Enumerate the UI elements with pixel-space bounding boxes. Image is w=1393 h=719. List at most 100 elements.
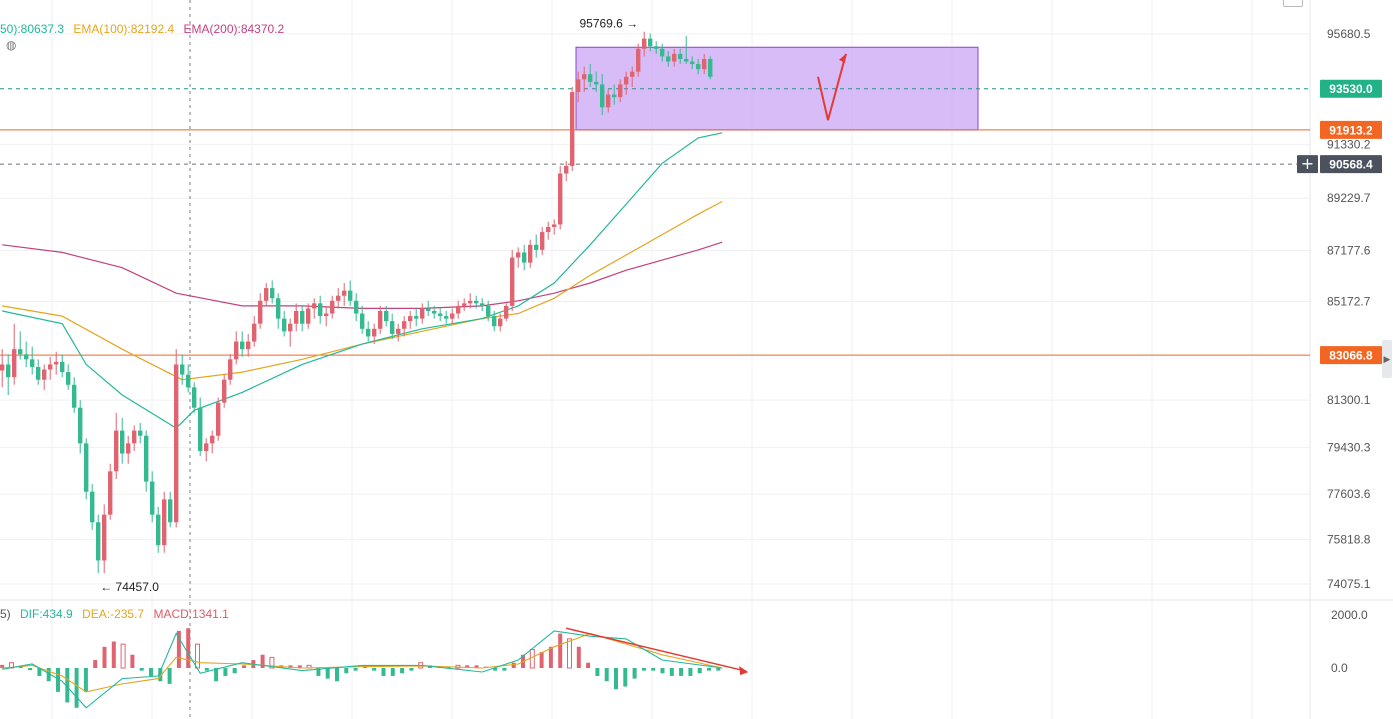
chart-settings-icon[interactable] (1283, 0, 1303, 7)
candle-body (384, 310, 389, 322)
price-tag-resistance-bg (1320, 120, 1382, 139)
candle-body (570, 92, 575, 166)
macd-bar (111, 641, 116, 668)
macd-bar (688, 668, 693, 676)
hide-eye-icon[interactable]: ◍ (6, 38, 17, 52)
candle-body (498, 318, 503, 327)
candle-body (342, 290, 347, 296)
macd-bar (641, 668, 646, 671)
candle-body (144, 435, 149, 482)
ema100-line (2, 200, 723, 381)
macd-dif-legend: DIF:434.9 (20, 607, 73, 621)
price-tag-crosshair: 90568.4 (1329, 158, 1373, 172)
candle-body (432, 310, 437, 314)
candle-body (6, 364, 11, 378)
macd-bar (595, 668, 600, 676)
price-tag-current: 93530.0 (1329, 82, 1373, 96)
macd-bar (37, 668, 42, 676)
candle-body (132, 430, 137, 444)
candle-body (288, 323, 293, 332)
candle-body (462, 303, 467, 306)
macd-divergence-arrowhead (739, 666, 749, 676)
macd-bar (493, 668, 498, 671)
projection-path (817, 53, 847, 121)
candle-body (270, 288, 275, 299)
macd-bar (576, 646, 581, 668)
candle-body (336, 295, 341, 301)
price-tag-resistance: 91913.2 (1329, 123, 1373, 137)
macd-bar (269, 656, 275, 669)
macd-bar (381, 668, 386, 676)
candle-body (30, 359, 35, 367)
candle-body (444, 316, 449, 319)
price-tick-label: 77603.6 (1327, 487, 1371, 501)
candle-body (690, 61, 695, 65)
candle-body (366, 328, 371, 337)
macd-bar (167, 668, 172, 684)
candle-body (228, 359, 233, 380)
candle-body (186, 374, 191, 388)
candle-body (612, 94, 617, 98)
add-alert-icon: + (1301, 154, 1314, 173)
candle-body (540, 232, 545, 250)
price-tick-label: 74075.1 (1327, 577, 1371, 591)
candle-body (84, 443, 89, 492)
macd-bar (390, 668, 395, 676)
macd-histogram (0, 628, 721, 708)
price-tick-label: 79430.3 (1327, 441, 1371, 455)
projection-arrowhead (839, 53, 846, 63)
candle-body (630, 71, 635, 77)
price-tick-label: 91330.2 (1327, 138, 1371, 152)
candle-body (54, 361, 59, 365)
candle-body (660, 48, 665, 57)
candle-body (624, 76, 629, 85)
candle-body (312, 303, 317, 309)
ema200-legend: EMA(200):84370.2 (183, 22, 285, 36)
candle-body (552, 224, 557, 227)
collapse-handle-icon[interactable]: ▶ (1382, 340, 1392, 378)
candle-body (678, 53, 683, 59)
macd-bar (660, 668, 665, 674)
macd-bar (409, 668, 414, 671)
candle-body (258, 300, 263, 324)
candle-body (606, 94, 611, 108)
candle-body (504, 305, 509, 319)
candle-body (348, 290, 353, 301)
candle-body (564, 165, 569, 174)
macd-bar (372, 668, 377, 671)
candle-body (558, 173, 563, 225)
macd-bar (0, 664, 5, 668)
macd-bar (316, 668, 321, 676)
candle-body (474, 300, 479, 304)
candle-body (330, 300, 335, 314)
macd-bar (186, 628, 191, 668)
candle-body (324, 313, 329, 317)
candle-body (48, 364, 53, 370)
macd-bar (149, 668, 153, 676)
macd-bar (697, 668, 702, 674)
macd-bar (558, 633, 563, 668)
candle-body (234, 341, 239, 360)
macd-bar (56, 668, 60, 692)
macd-bar (604, 668, 609, 682)
macd-bar (529, 648, 535, 669)
macd-bar (400, 668, 405, 674)
candle-body (396, 328, 401, 334)
ema50-line (2, 132, 723, 429)
macd-bar (344, 668, 349, 674)
candle-body (360, 313, 365, 329)
candle-body (708, 58, 713, 77)
price-tag-crosshair-bg (1320, 155, 1382, 174)
candle-body (318, 303, 323, 317)
macd-bar (102, 646, 107, 668)
price-tag-support-bg (1320, 346, 1382, 365)
macd-bar (511, 662, 516, 668)
candle-body (648, 38, 653, 47)
macd-bar (465, 665, 470, 668)
candle-body (162, 499, 167, 546)
ema100-legend: EMA(100):82192.4 (73, 22, 175, 36)
candle-body (414, 316, 419, 319)
candle-body (102, 514, 107, 561)
macd-bar (46, 668, 51, 682)
